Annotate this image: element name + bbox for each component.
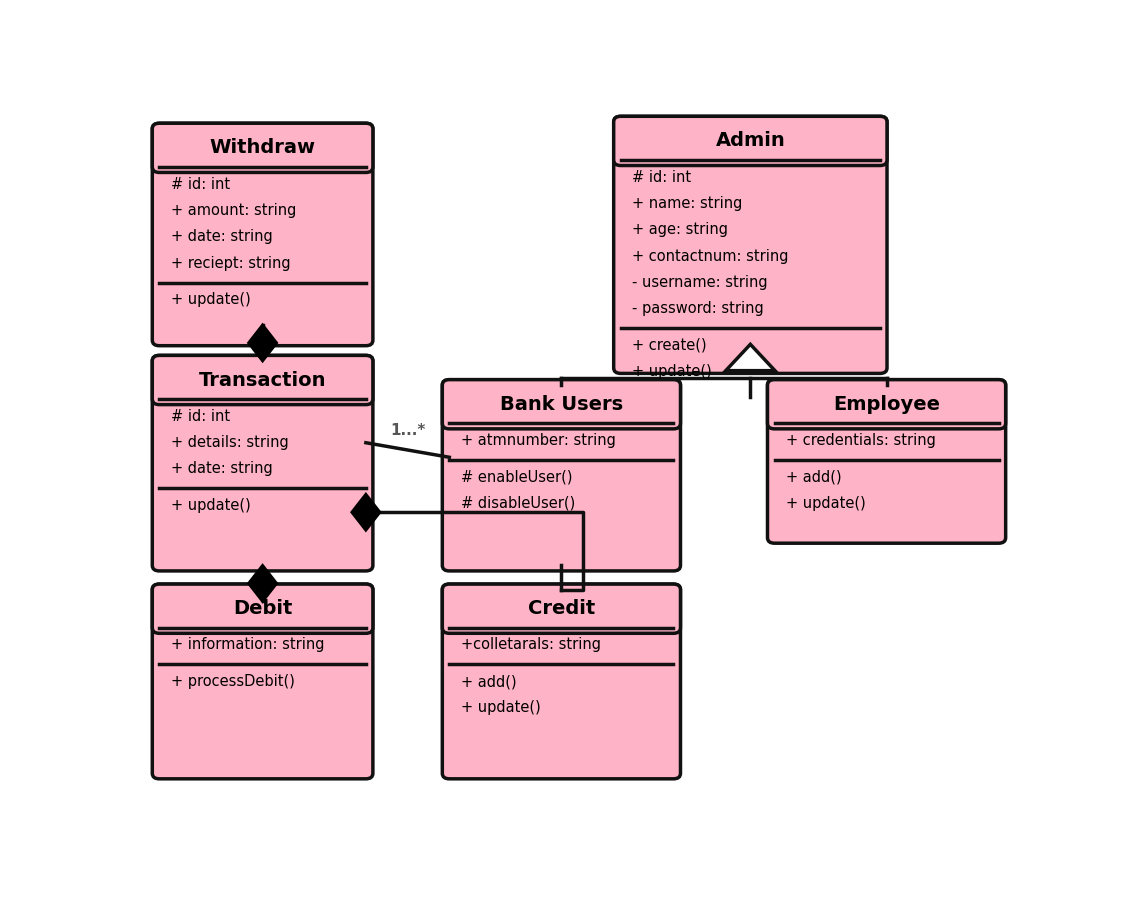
FancyBboxPatch shape: [442, 380, 680, 571]
Text: + atmnumber: string: + atmnumber: string: [460, 433, 616, 448]
Text: # disableUser(): # disableUser(): [460, 496, 575, 511]
Polygon shape: [248, 565, 277, 601]
Text: + update(): + update(): [171, 498, 251, 513]
Text: # id: int: # id: int: [171, 409, 230, 424]
Text: Credit: Credit: [527, 599, 595, 618]
FancyBboxPatch shape: [442, 380, 680, 429]
Text: Transaction: Transaction: [198, 371, 327, 390]
Text: + credentials: string: + credentials: string: [786, 433, 936, 448]
FancyBboxPatch shape: [152, 123, 373, 346]
Polygon shape: [726, 345, 775, 371]
Text: - username: string: - username: string: [632, 274, 768, 290]
Text: + add(): + add(): [786, 470, 841, 485]
Text: # enableUser(): # enableUser(): [460, 470, 573, 485]
Text: + add(): + add(): [460, 674, 516, 689]
FancyBboxPatch shape: [768, 380, 1006, 544]
Text: + date: string: + date: string: [171, 462, 272, 476]
FancyBboxPatch shape: [152, 584, 373, 778]
Text: + update(): + update(): [632, 364, 712, 379]
Text: Admin: Admin: [716, 131, 785, 150]
Text: + reciept: string: + reciept: string: [171, 256, 290, 271]
Text: + update(): + update(): [786, 496, 865, 511]
Text: + update(): + update(): [171, 292, 251, 307]
Text: Withdraw: Withdraw: [210, 139, 315, 158]
Text: # id: int: # id: int: [632, 169, 692, 184]
Text: + update(): + update(): [460, 700, 541, 716]
FancyBboxPatch shape: [442, 584, 680, 634]
Text: Debit: Debit: [232, 599, 293, 618]
FancyBboxPatch shape: [613, 116, 887, 374]
Text: + information: string: + information: string: [171, 637, 324, 652]
Polygon shape: [248, 325, 277, 361]
FancyBboxPatch shape: [152, 356, 373, 571]
Text: 1...*: 1...*: [390, 422, 425, 437]
Text: + date: string: + date: string: [171, 230, 272, 244]
Text: + age: string: + age: string: [632, 222, 728, 238]
FancyBboxPatch shape: [152, 356, 373, 405]
Text: - password: string: - password: string: [632, 302, 764, 316]
Text: Employee: Employee: [833, 395, 940, 414]
Text: + details: string: + details: string: [171, 435, 288, 450]
Text: + create(): + create(): [632, 338, 706, 353]
FancyBboxPatch shape: [152, 123, 373, 173]
Text: # id: int: # id: int: [171, 176, 230, 192]
Text: + name: string: + name: string: [632, 196, 743, 211]
FancyBboxPatch shape: [442, 584, 680, 778]
FancyBboxPatch shape: [768, 380, 1006, 429]
FancyBboxPatch shape: [152, 584, 373, 634]
Text: Bank Users: Bank Users: [500, 395, 623, 414]
Text: +colletarals: string: +colletarals: string: [460, 637, 601, 652]
FancyBboxPatch shape: [613, 116, 887, 166]
Text: + contactnum: string: + contactnum: string: [632, 248, 788, 264]
Text: + amount: string: + amount: string: [171, 202, 296, 218]
Text: + processDebit(): + processDebit(): [171, 674, 295, 689]
Polygon shape: [352, 494, 380, 530]
